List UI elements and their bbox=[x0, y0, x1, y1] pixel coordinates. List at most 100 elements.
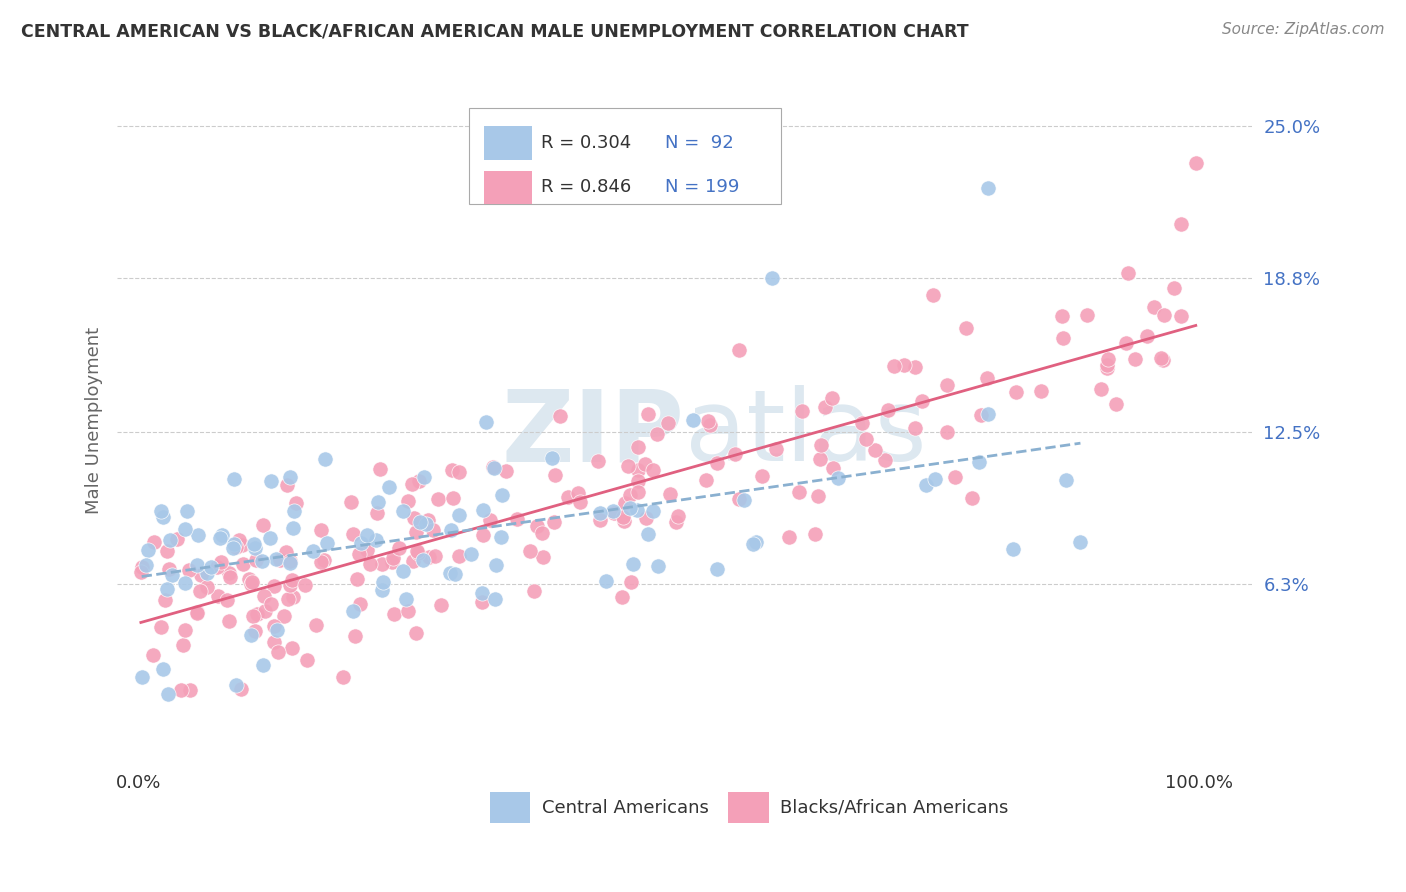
Point bbox=[276, 478, 298, 492]
Point bbox=[557, 490, 579, 504]
Point bbox=[259, 531, 281, 545]
Point bbox=[309, 555, 332, 569]
Point bbox=[250, 554, 273, 568]
Point bbox=[263, 579, 285, 593]
Point bbox=[976, 371, 998, 385]
Point bbox=[447, 508, 470, 522]
Point bbox=[367, 495, 389, 509]
Point bbox=[346, 572, 368, 586]
Point bbox=[402, 511, 425, 525]
Point bbox=[519, 544, 541, 558]
Point bbox=[159, 533, 181, 547]
Point bbox=[626, 503, 648, 517]
Point bbox=[221, 541, 243, 556]
Point bbox=[666, 508, 689, 523]
Point bbox=[215, 593, 238, 607]
Point bbox=[278, 469, 301, 483]
Point bbox=[188, 583, 211, 598]
Point bbox=[447, 465, 470, 479]
Point bbox=[429, 598, 451, 612]
Point bbox=[211, 527, 233, 541]
Point bbox=[260, 474, 283, 488]
Text: ZIP: ZIP bbox=[502, 385, 685, 483]
Point bbox=[364, 533, 387, 547]
Point bbox=[195, 580, 218, 594]
Point bbox=[131, 560, 153, 574]
Point bbox=[225, 678, 247, 692]
Point bbox=[228, 533, 250, 547]
Point bbox=[1001, 541, 1024, 556]
Point bbox=[567, 485, 589, 500]
Point bbox=[643, 463, 665, 477]
Point bbox=[418, 549, 440, 564]
Point bbox=[616, 458, 638, 473]
Point bbox=[422, 523, 444, 537]
Point bbox=[253, 589, 276, 603]
Point bbox=[176, 504, 198, 518]
Point bbox=[245, 624, 267, 638]
Point bbox=[149, 620, 172, 634]
Point bbox=[392, 564, 415, 578]
Point bbox=[200, 560, 222, 574]
Point bbox=[440, 463, 463, 477]
Point bbox=[621, 557, 644, 571]
Point bbox=[219, 570, 242, 584]
Point bbox=[472, 528, 495, 542]
Point bbox=[347, 547, 370, 561]
Point bbox=[634, 510, 657, 524]
Point bbox=[526, 518, 548, 533]
Point bbox=[482, 461, 505, 475]
Point bbox=[1029, 384, 1052, 399]
Point bbox=[245, 553, 267, 567]
Point bbox=[136, 543, 159, 558]
Point bbox=[382, 551, 405, 566]
Point bbox=[814, 401, 837, 415]
Point bbox=[619, 500, 641, 515]
Point bbox=[1054, 473, 1077, 487]
Point bbox=[169, 682, 191, 697]
Point bbox=[1090, 382, 1112, 396]
Point bbox=[316, 536, 339, 550]
Point bbox=[239, 577, 262, 591]
Point bbox=[645, 426, 668, 441]
Point bbox=[915, 478, 938, 492]
Point bbox=[378, 480, 401, 494]
Point bbox=[807, 489, 830, 503]
Point bbox=[269, 553, 291, 567]
Point bbox=[152, 662, 174, 676]
Point bbox=[246, 607, 269, 621]
Point bbox=[1105, 397, 1128, 411]
Point bbox=[727, 491, 749, 506]
Point bbox=[1095, 358, 1118, 372]
Point bbox=[155, 544, 177, 558]
Point bbox=[588, 513, 610, 527]
Point bbox=[350, 535, 373, 549]
Point bbox=[344, 629, 367, 643]
Point bbox=[724, 447, 747, 461]
FancyBboxPatch shape bbox=[484, 126, 531, 160]
Point bbox=[1149, 351, 1171, 365]
Point bbox=[295, 652, 318, 666]
Point bbox=[186, 558, 208, 573]
Point bbox=[172, 638, 194, 652]
Point bbox=[406, 546, 429, 560]
Point bbox=[135, 558, 157, 572]
Point bbox=[186, 607, 208, 621]
Point bbox=[1170, 309, 1192, 323]
Text: N = 199: N = 199 bbox=[665, 178, 740, 196]
Point bbox=[267, 645, 290, 659]
Point bbox=[302, 544, 325, 558]
Point bbox=[381, 555, 404, 569]
Point bbox=[240, 628, 263, 642]
Point bbox=[610, 591, 633, 605]
Point bbox=[190, 567, 212, 582]
Point bbox=[741, 537, 763, 551]
Point bbox=[761, 271, 783, 285]
Point bbox=[637, 407, 659, 421]
Point bbox=[627, 440, 650, 454]
Point bbox=[602, 503, 624, 517]
Point bbox=[232, 558, 254, 572]
FancyBboxPatch shape bbox=[484, 170, 531, 204]
Point bbox=[733, 493, 755, 508]
Point bbox=[447, 549, 470, 563]
